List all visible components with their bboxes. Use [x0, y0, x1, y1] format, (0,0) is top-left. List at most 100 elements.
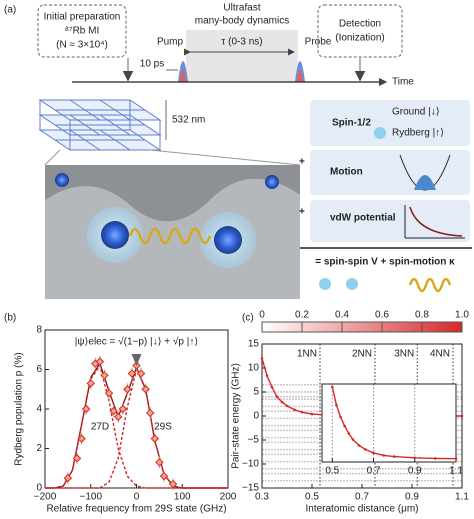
series-dot [260, 357, 264, 360]
y-tick-label: 0 [253, 411, 259, 422]
series-dot [434, 457, 437, 460]
vdw-text: vdW potential [330, 213, 396, 224]
series-dot [285, 404, 289, 408]
series-dot [357, 444, 361, 447]
series-dot [392, 455, 396, 458]
x-tick-label: 0.5 [305, 492, 319, 503]
series-dot [293, 408, 296, 412]
series-line [45, 363, 228, 489]
x-tick-label: 1.1 [455, 492, 469, 503]
series-dot [454, 457, 458, 461]
series-dot [363, 448, 367, 451]
y-tick-label: 8 [36, 325, 42, 336]
spin-text: Spin-1/2 [332, 118, 371, 129]
inset-bg [322, 384, 456, 462]
data-point [168, 479, 178, 489]
x-tick-label: 0.9 [408, 466, 422, 477]
x-tick-label: 1.1 [449, 466, 463, 477]
dynamics-region [186, 30, 298, 82]
series-dot [265, 374, 269, 377]
panel-label: (a) [4, 5, 16, 16]
data-point [86, 379, 95, 388]
data-point [77, 434, 86, 443]
data-point [72, 454, 82, 463]
spin-box [310, 100, 470, 146]
x-tick-label: 100 [174, 492, 191, 503]
series-dot [460, 414, 464, 418]
data-point [109, 406, 118, 416]
x-axis-label: Relative frequency from 29S state (GHz) [46, 504, 226, 515]
colorbar-tick-label: 0.4 [335, 310, 349, 321]
atom [265, 175, 279, 189]
spin-icon [346, 278, 358, 290]
spin-icon [374, 127, 386, 139]
panel-label: (c) [242, 313, 254, 324]
dynamics-text: many-body dynamics [195, 16, 289, 27]
rydberg-text: Rydberg |↑⟩ [392, 128, 444, 139]
y-tick-label: −15 [242, 483, 259, 494]
data-point [95, 357, 105, 366]
series-dot [280, 400, 284, 404]
series-dot [351, 438, 355, 441]
colorbar-tick-label: 0 [259, 310, 265, 321]
spin-icon [319, 278, 331, 290]
y-axis-label: Rydberg population p (%) [14, 352, 25, 465]
neighbor-label: 3NN [394, 349, 414, 360]
y-tick-label: 6 [36, 364, 42, 375]
wavepacket [414, 175, 436, 190]
series-line [331, 386, 457, 460]
panel-label: (b) [4, 313, 16, 324]
detection-box [317, 4, 403, 58]
detection-text: (Ionization) [335, 33, 384, 44]
data-point [118, 404, 127, 414]
data-point [155, 458, 164, 467]
y-tick-label: 0 [36, 483, 42, 494]
annotation: 29S [154, 422, 172, 433]
motion-text: Motion [330, 167, 363, 178]
series-dot [347, 432, 351, 435]
atom [214, 226, 242, 254]
pump-text: Pump [157, 37, 184, 48]
y-tick-label: 15 [248, 339, 260, 350]
pump-pulse [180, 70, 186, 82]
data-point [113, 412, 123, 422]
series-dot [275, 395, 279, 399]
data-point [100, 371, 109, 380]
data-point [159, 471, 169, 481]
x-axis-label: Interatomic distance (μm) [305, 504, 418, 515]
vdw-box [310, 200, 470, 242]
prep-text: ⁸⁷Rb MI [65, 26, 100, 37]
x-tick-label: 0.7 [367, 466, 381, 477]
series-dot [300, 410, 304, 414]
x-tick-label: 200 [220, 492, 237, 503]
vdw-axes [404, 205, 465, 239]
probe-pulse [297, 70, 303, 82]
series-dot [413, 456, 417, 460]
colorbar-tick-label: 0.6 [375, 310, 389, 321]
x-tick-label: −200 [34, 492, 57, 503]
vdw-curve [409, 206, 463, 237]
data-point [150, 434, 160, 443]
pulse-text: 10 ps [140, 59, 164, 70]
plot-frame [44, 329, 229, 489]
data-point [104, 388, 114, 398]
neighbor-label: 2NN [352, 349, 372, 360]
detection-text: Detection [339, 19, 381, 30]
atom [55, 173, 69, 187]
spring [128, 227, 212, 245]
series-dot [339, 415, 342, 419]
prep-text: Initial preparation [44, 12, 121, 23]
lattice-text: 532 nm [172, 115, 205, 126]
prep-text: (N ≈ 3×10⁴) [56, 40, 108, 51]
series-dot [343, 424, 346, 428]
formula: |ψ⟩elec = √(1−p) |↓⟩ + √p |↑⟩ [75, 336, 199, 348]
y-tick-label: 2 [36, 443, 42, 454]
y-axis-label: Pair-state energy (GHz) [231, 363, 242, 469]
x-tick-label: 0 [134, 492, 140, 503]
prep-box [37, 4, 127, 58]
colorbar-tick-label: 0.2 [295, 310, 309, 321]
data-point [141, 385, 150, 394]
y-tick-label: 4 [36, 404, 42, 415]
series-dot [382, 454, 386, 457]
series-dot [310, 412, 314, 416]
